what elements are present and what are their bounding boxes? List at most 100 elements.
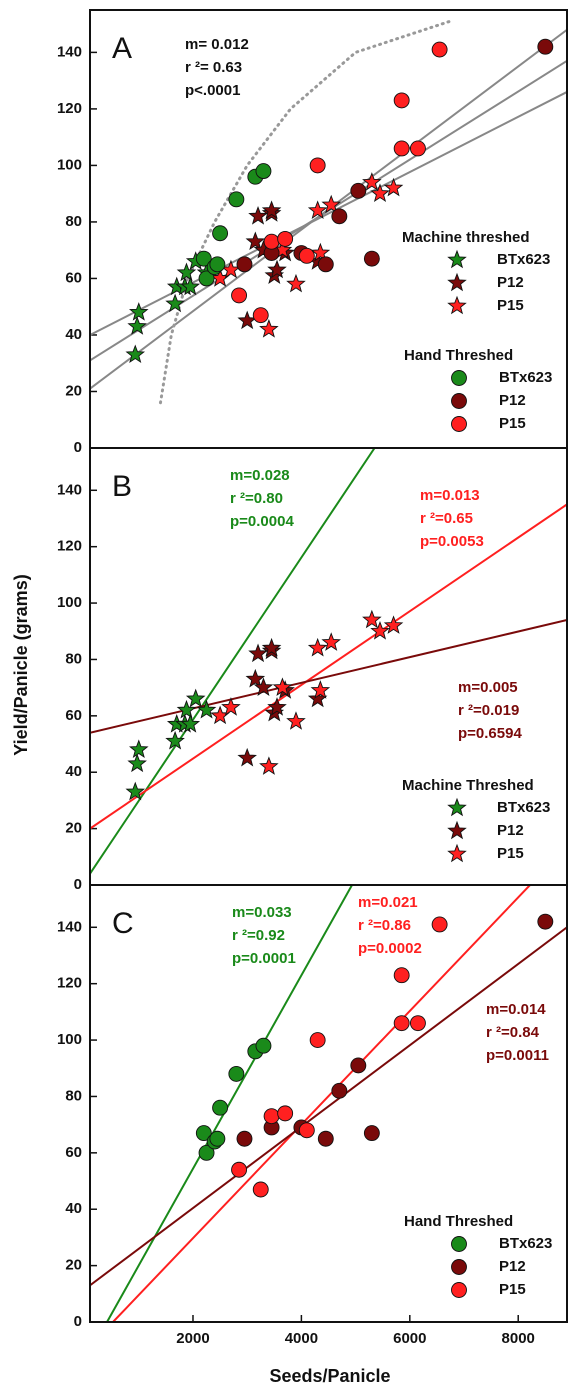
data-point [165,293,185,313]
annotation: r ²=0.019 [458,702,519,719]
legend-title: Machine threshed [402,229,530,246]
annotation: m=0.021 [358,894,418,911]
data-point [307,637,328,657]
data-point [321,632,341,651]
y-tick-label: 0 [74,876,82,893]
legend-marker [447,843,467,863]
data-point [125,344,146,364]
x-tick-label: 6000 [393,1330,426,1347]
legend-marker [447,295,467,315]
data-point [362,172,382,191]
legend-label: BTx623 [499,1235,552,1252]
data-point [272,677,293,696]
y-tick-label: 40 [65,763,82,780]
fit-line [106,885,354,1322]
annotation: p=0.6594 [458,725,522,742]
data-point [259,319,279,338]
data-point [127,316,147,335]
plot-area [90,885,567,1322]
x-tick-label: 2000 [176,1330,209,1347]
data-point [231,1161,248,1178]
data-point [537,913,554,930]
annotation: p<.0001 [185,82,240,99]
y-tick-label: 100 [57,156,82,173]
data-point [298,247,315,264]
legend-marker [447,272,467,292]
data-point [331,1082,348,1099]
data-point [383,615,404,634]
fit-line [90,618,567,734]
legend-marker [451,370,467,386]
y-tick-label: 140 [57,43,82,60]
data-point [228,1065,245,1082]
legend-label: P15 [497,845,524,862]
data-point [185,688,206,708]
legend-title: Hand Threshed [404,347,513,364]
y-tick-label: 0 [74,1313,82,1330]
data-point [317,1130,334,1147]
y-tick-label: 120 [57,975,82,992]
data-point [129,302,149,321]
data-point [537,38,554,55]
fit-line [158,19,452,405]
data-point [198,1144,215,1161]
y-tick-label: 20 [65,382,82,399]
data-point [393,1015,410,1032]
annotation: r ²=0.65 [420,510,473,527]
data-point [261,200,282,219]
annotation: m=0.033 [232,904,292,921]
y-tick-label: 140 [57,918,82,935]
data-point [195,250,212,267]
legend-marker [451,416,467,432]
annotation: r ²=0.92 [232,927,285,944]
y-tick-label: 80 [65,1087,82,1104]
data-point [310,242,331,262]
data-point [317,256,334,273]
data-point [286,711,306,730]
data-point [210,705,230,725]
data-point [248,643,268,663]
legend-label: BTx623 [499,369,552,386]
data-point [267,697,287,716]
annotation: m=0.014 [486,1001,546,1018]
data-point [263,1108,280,1125]
data-point [255,1037,272,1054]
data-point [277,230,294,247]
data-point [393,967,410,984]
data-point [350,1057,367,1074]
legend-label: BTx623 [497,799,550,816]
y-tick-label: 60 [65,707,82,724]
data-point [409,1015,426,1032]
data-point [370,183,390,202]
data-point [195,1125,212,1142]
y-tick-label: 0 [74,439,82,456]
annotation: m=0.005 [458,679,518,696]
y-tick-label: 100 [57,1031,82,1048]
data-point [125,781,146,801]
fit-line [111,885,532,1322]
fit-line [90,448,376,875]
data-point [245,668,266,688]
data-point [248,206,268,225]
legend-marker [447,797,467,817]
data-point [383,177,404,197]
y-tick-label: 20 [65,1257,82,1274]
data-point [180,714,201,733]
data-point [309,1032,326,1049]
annotation: m=0.013 [420,487,480,504]
y-tick-label: 100 [57,594,82,611]
data-point [309,157,326,174]
annotation: p=0.0002 [358,940,422,957]
data-point [209,256,226,273]
data-point [261,637,282,657]
legend-label: BTx623 [497,251,550,268]
data-point [231,287,248,304]
data-point [307,200,328,219]
data-point [286,273,306,293]
data-point [245,231,266,251]
data-point [298,1122,315,1139]
fit-line [90,926,567,1287]
data-point [180,276,201,296]
fit-line [90,503,567,830]
annotation: m= 0.012 [185,36,249,53]
